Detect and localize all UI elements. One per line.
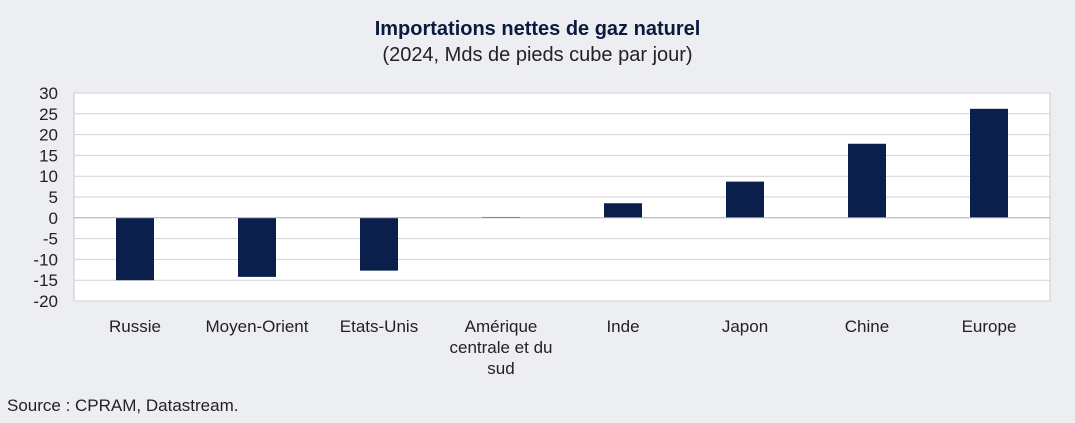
gridlines [74, 92, 1050, 302]
x-category-label: Inde [606, 317, 639, 336]
y-tick-label: 20 [39, 126, 58, 145]
bars [116, 108, 1008, 281]
y-tick-label: -10 [33, 250, 58, 269]
x-category-label: sud [487, 359, 514, 378]
x-category-label: centrale et du [449, 338, 552, 357]
x-category-label: Russie [109, 317, 161, 336]
chart-title: Importations nettes de gaz naturel [374, 18, 701, 40]
bar [848, 143, 886, 218]
y-tick-label: 30 [39, 84, 58, 103]
bar [116, 217, 154, 281]
bar [970, 108, 1008, 218]
x-category-label: Europe [962, 317, 1017, 336]
source-note: Source : CPRAM, Datastream. [7, 396, 239, 415]
bar [238, 217, 276, 277]
x-axis-labels: Russie Moyen-Orient Etats-Unis Amérique cent… [109, 317, 1016, 378]
y-tick-label: 5 [49, 188, 58, 207]
x-category-label: Chine [845, 317, 889, 336]
y-tick-label: 25 [39, 105, 58, 124]
bar [726, 181, 764, 218]
x-category-label: Moyen-Orient [206, 317, 309, 336]
x-category-label: Japon [722, 317, 768, 336]
y-tick-label: -15 [33, 271, 58, 290]
y-tick-label: 10 [39, 167, 58, 186]
bar [360, 217, 398, 271]
x-category-label: Etats-Unis [340, 317, 418, 336]
y-tick-label: 0 [49, 209, 58, 228]
y-tick-label: 15 [39, 146, 58, 165]
bar [604, 203, 642, 218]
y-tick-label: -20 [33, 292, 58, 311]
y-tick-label: -5 [43, 230, 58, 249]
x-category-label: Amérique [465, 317, 538, 336]
chart-subtitle: (2024, Mds de pieds cube par jour) [382, 44, 693, 66]
